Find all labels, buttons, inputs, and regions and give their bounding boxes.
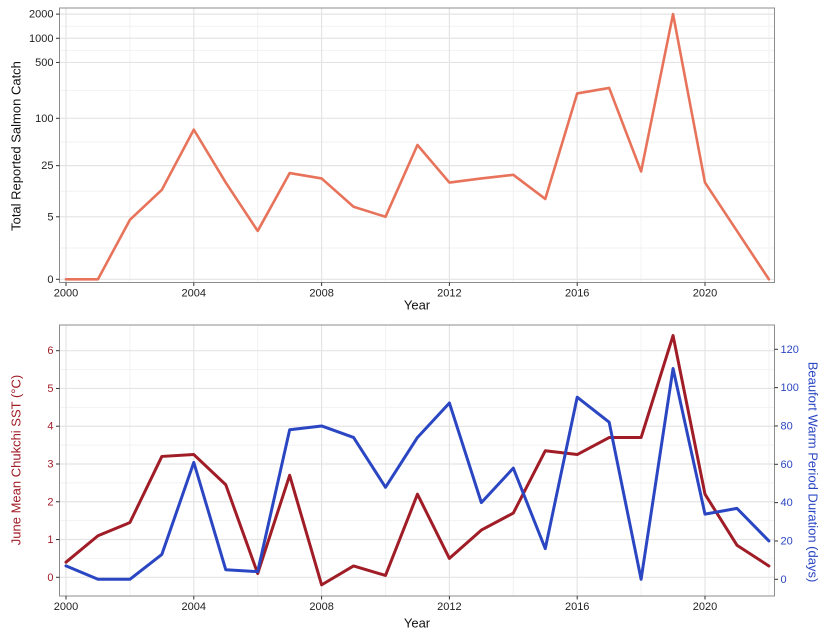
left-y-tick-label: 2 [47,496,53,508]
top-y-tick-label: 0 [47,274,53,286]
left-y-tick-label: 3 [47,458,53,470]
salmon-catch-line [64,12,771,281]
bottom-x-tick-label: 2020 [693,601,717,613]
salmon-catch-chart: 0 5 25 100 500 1000 2000 2000 2004 2008 2012 2016 20… [29,7,775,300]
top-panel-border [59,7,775,283]
right-y-tick-label: 20 [781,535,793,547]
bottom-panel-border [59,324,775,597]
left-y-tick-label: 5 [47,383,53,395]
sst-line [64,334,771,587]
top-y-tick-label: 100 [35,113,53,125]
right-y-tick-label: 80 [781,420,793,432]
left-y-tick-label: 6 [47,345,53,357]
left-y-tick-label: 0 [47,572,53,584]
right-y-tick-label: 100 [781,382,799,394]
bottom-panel [59,325,775,596]
top-y-tick-label: 25 [41,160,53,172]
bottom-x-tick-label: 2004 [182,601,206,613]
top-y-tick-label: 2000 [29,9,53,21]
top-x-tick-label: 2008 [309,288,333,300]
bottom-x-tick-label: 2016 [565,601,589,613]
bottom-x-tick-label: 2000 [54,601,78,613]
top-x-tick-label: 2000 [54,288,78,300]
top-y-tick-label: 5 [47,211,53,223]
top-x-tick-label: 2012 [437,288,461,300]
right-y-tick-label: 40 [781,497,793,509]
top-x-tick-label: 2016 [565,288,589,300]
warm-period-line [64,366,771,581]
bottom-x-tick-label: 2008 [309,601,333,613]
right-y-tick-label: 0 [781,574,787,586]
right-y-tick-label: 60 [781,459,793,471]
bottom-x-tick-label: 2012 [437,601,461,613]
top-y-tick-label: 500 [35,57,53,69]
top-x-tick-label: 2020 [693,288,717,300]
top-x-tick-label: 2004 [182,288,206,300]
left-y-tick-label: 1 [47,534,53,546]
top-y-tick-label: 1000 [29,33,53,45]
left-y-tick-label: 4 [47,421,53,433]
right-y-tick-label: 120 [781,344,799,356]
